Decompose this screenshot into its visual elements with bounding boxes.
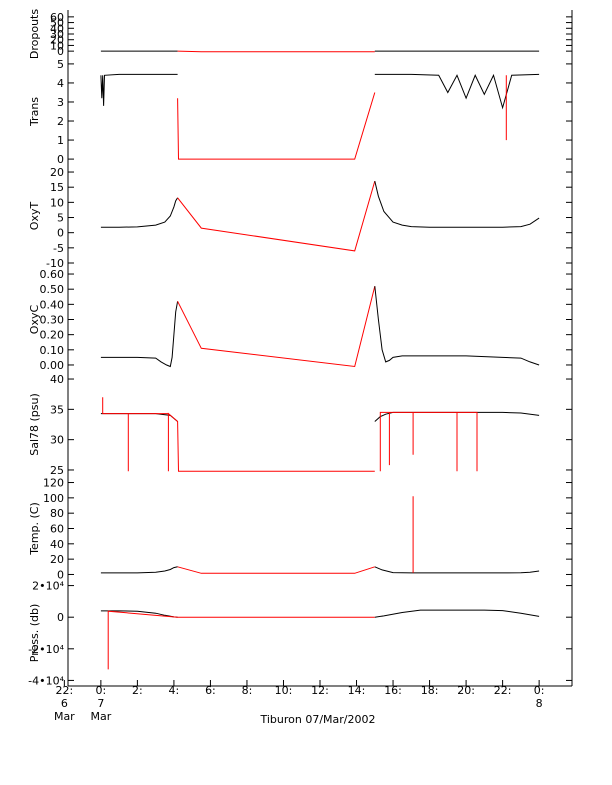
y-tick-label: 0 xyxy=(57,227,64,240)
x-tick-label: 20: xyxy=(457,684,475,697)
y-tick-label: 0 xyxy=(57,611,64,624)
y-axis-label: Trans xyxy=(28,97,41,127)
y-tick-label: 40 xyxy=(50,538,64,551)
gap-series-line xyxy=(177,566,375,574)
data-series-line xyxy=(100,566,178,574)
x-tick-sublabel-month: Mar xyxy=(54,710,75,723)
x-tick-label: 18: xyxy=(421,684,439,697)
gap-series-line xyxy=(177,180,376,252)
y-tick-label: 40 xyxy=(50,373,64,386)
x-tick-label: 4: xyxy=(169,684,180,697)
data-series-line xyxy=(374,73,540,110)
y-tick-label: 60 xyxy=(50,11,64,24)
y-tick-label: 10 xyxy=(50,196,64,209)
y-tick-label: -10 xyxy=(46,257,64,270)
y-tick-label: 0.00 xyxy=(40,359,65,372)
y-axis-label: Sal78 (psu) xyxy=(28,393,41,456)
y-axis-label: OxyC xyxy=(28,305,41,335)
x-tick-label: 10: xyxy=(275,684,293,697)
y-tick-label: 30 xyxy=(50,434,64,447)
y-tick-label: 0.50 xyxy=(40,283,65,296)
x-tick-label: 22: xyxy=(55,684,73,697)
y-tick-label: 3 xyxy=(57,96,64,109)
panels-group: 0102030405060Dropouts012345Trans-10-5051… xyxy=(28,9,573,687)
y-tick-label: 100 xyxy=(43,492,64,505)
y-tick-label: 1 xyxy=(57,134,64,147)
x-tick-sublabel: 8 xyxy=(536,697,543,710)
y-tick-label: -5 xyxy=(53,242,64,255)
y-tick-label: 0 xyxy=(57,568,64,581)
data-series-line xyxy=(374,609,540,618)
panel-2: 0 1 2 3 4 5 Trans xyxy=(28,58,573,166)
x-tick-label: 8: xyxy=(242,684,253,697)
y-tick-label: 0.20 xyxy=(40,329,65,342)
y-tick-label: 20 xyxy=(50,553,64,566)
y-tick-label: -2•10⁴ xyxy=(28,643,64,656)
x-tick-label: 0: xyxy=(96,684,107,697)
panel-7: -4•10⁴ -2•10⁴ 0 2•10⁴ Press. (db) xyxy=(28,580,573,687)
x-tick-sublabel: 7 xyxy=(97,697,104,710)
y-axis-label: Press. (db) xyxy=(28,604,41,663)
y-tick-label: 20 xyxy=(50,34,64,47)
y-tick-label: 0.40 xyxy=(40,298,65,311)
y-tick-label: 15 xyxy=(50,181,64,194)
y-tick-label: 80 xyxy=(50,507,64,520)
y-tick-label: 2 xyxy=(57,115,64,128)
y-tick-label: 5 xyxy=(57,212,64,225)
data-series-line xyxy=(100,73,178,106)
x-tick-sublabel: 6 xyxy=(61,697,68,710)
y-tick-label: 120 xyxy=(43,477,64,490)
y-tick-label: 4 xyxy=(57,77,64,90)
y-axis-label: Dropouts xyxy=(28,9,41,59)
y-tick-label: -4•10⁴ xyxy=(28,674,64,687)
gap-series-line xyxy=(177,92,376,160)
y-tick-label: 0.60 xyxy=(40,268,65,281)
y-tick-label: 0 xyxy=(57,45,64,58)
y-tick-label: 10 xyxy=(50,39,64,52)
y-tick-label: 20 xyxy=(50,166,64,179)
gap-series-line xyxy=(177,286,376,368)
y-tick-label: 35 xyxy=(50,403,64,416)
figure-caption: Tiburon 07/Mar/2002 xyxy=(259,713,375,726)
x-tick-label: 6: xyxy=(205,684,216,697)
x-tick-label: 22: xyxy=(494,684,512,697)
panel-4: 0.00 0.10 0.20 0.30 0.40 0.50 0.60 OxyC xyxy=(28,267,573,372)
gap-series-line xyxy=(102,397,375,472)
y-tick-label: 30 xyxy=(50,28,64,41)
y-axis-label: OxyT xyxy=(28,202,41,231)
y-tick-label: 0 xyxy=(57,153,64,166)
gap-series-line xyxy=(379,411,478,472)
x-tick-label: 12: xyxy=(311,684,329,697)
y-tick-label: 2•10⁴ xyxy=(32,580,64,593)
y-tick-label: 25 xyxy=(50,464,64,477)
panel-3: -10 -5 0 5 10 15 20 OxyT xyxy=(28,165,573,270)
y-tick-label: 0.10 xyxy=(40,344,65,357)
gap-series-line xyxy=(107,610,375,670)
data-series-line xyxy=(100,301,179,368)
data-series-line xyxy=(374,566,540,574)
x-tick-label: 14: xyxy=(348,684,366,697)
x-tick-label: 0: xyxy=(534,684,545,697)
y-tick-label: 5 xyxy=(57,58,64,71)
x-tick-label: 16: xyxy=(384,684,402,697)
panel-5: 25 30 35 40 Sal78 (psu) xyxy=(28,372,573,477)
y-axis-label: Temp. (C) xyxy=(28,502,41,556)
x-tick-label: 2: xyxy=(132,684,143,697)
y-tick-label: 50 xyxy=(50,17,64,30)
data-series-line xyxy=(100,197,179,228)
y-tick-label: 0.30 xyxy=(40,314,65,327)
x-tick-sublabel-month: Mar xyxy=(90,710,111,723)
data-series-line xyxy=(374,286,540,366)
gap-series-line xyxy=(177,50,375,53)
y-tick-label: 40 xyxy=(50,22,64,35)
data-series-line xyxy=(100,413,178,422)
y-tick-label: 60 xyxy=(50,523,64,536)
data-series-line xyxy=(374,180,540,228)
